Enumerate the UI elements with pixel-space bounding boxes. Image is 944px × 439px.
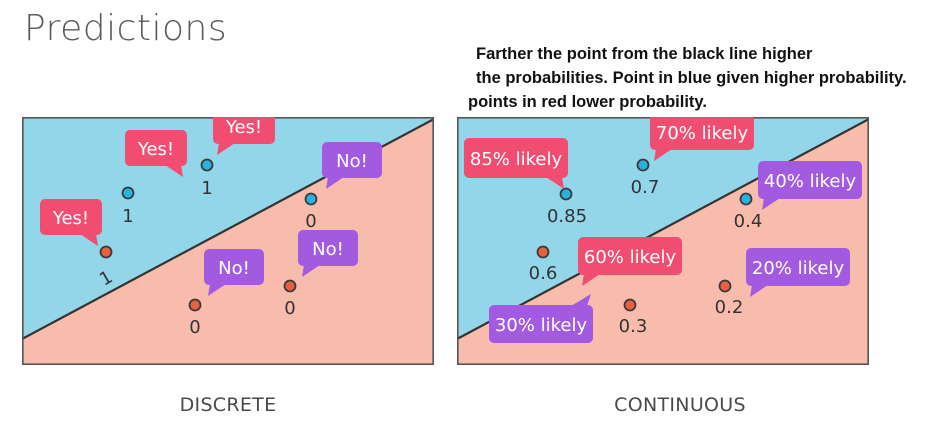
point-label: 0 [189,317,200,338]
note-line-3: points in red lower probability. [468,93,707,111]
data-point [188,298,202,312]
continuous-caption: CONTINUOUS [614,394,746,416]
prediction-bubble: No! [204,249,264,296]
point-label: 0.7 [631,177,660,198]
bubble-label: Yes! [137,139,174,160]
discrete-caption: DISCRETE [179,394,277,416]
bubble-label: No! [312,239,344,260]
prediction-bubble: Yes! [213,117,275,155]
continuous-panel: 0.85 85% likely 0.7 70% likely 0.440% likely… [457,117,869,365]
note-line-2: the probabilities. Point in blue given h… [476,69,907,87]
data-point [99,245,113,259]
data-point [623,298,637,312]
bubble-label: No! [218,258,250,279]
prediction-bubble: 85% likely [464,138,568,189]
data-point [718,279,732,293]
data-point [739,192,753,206]
prediction-bubble: Yes! [125,130,187,177]
bubble-label: 60% likely [584,247,677,268]
point-label: 0.6 [529,263,558,284]
bubble-label: Yes! [52,208,89,229]
point-label: 0.3 [619,316,648,337]
data-point [121,186,135,200]
prediction-bubble: 20% likely [746,248,850,297]
point-label: 0.2 [715,297,744,318]
decision-boundary-line [457,118,869,340]
point-label: 1 [122,206,133,227]
bubble-label: 30% likely [495,315,588,336]
bubble-label: 70% likely [656,123,749,144]
data-point [283,279,297,293]
note-line-1: Farther the point from the black line hi… [476,45,813,63]
point-label: 1 [201,178,212,199]
point-label: 0.4 [734,211,763,232]
bubble-label: 85% likely [470,149,563,170]
bubble-label: 20% likely [752,258,845,279]
prediction-bubble: Yes! [40,199,102,246]
bubble-label: 40% likely [764,171,857,192]
prediction-bubble: 60% likely [578,237,682,286]
page-title: Predictions [24,8,228,49]
prediction-bubble: 40% likely [758,161,862,210]
data-point [559,187,573,201]
prediction-bubble: 70% likely [650,117,754,161]
data-point [200,158,214,172]
prediction-bubble: 30% likely [489,294,593,343]
bubble-label: No! [336,151,368,172]
data-point [536,245,550,259]
prediction-bubble: No! [298,230,358,277]
point-label: 0 [305,211,316,232]
data-point [304,192,318,206]
bubble-label: Yes! [225,117,262,138]
data-point [636,158,650,172]
point-label: 0 [284,298,295,319]
point-label: 0.85 [547,206,587,227]
prediction-bubble: No! [322,142,382,189]
